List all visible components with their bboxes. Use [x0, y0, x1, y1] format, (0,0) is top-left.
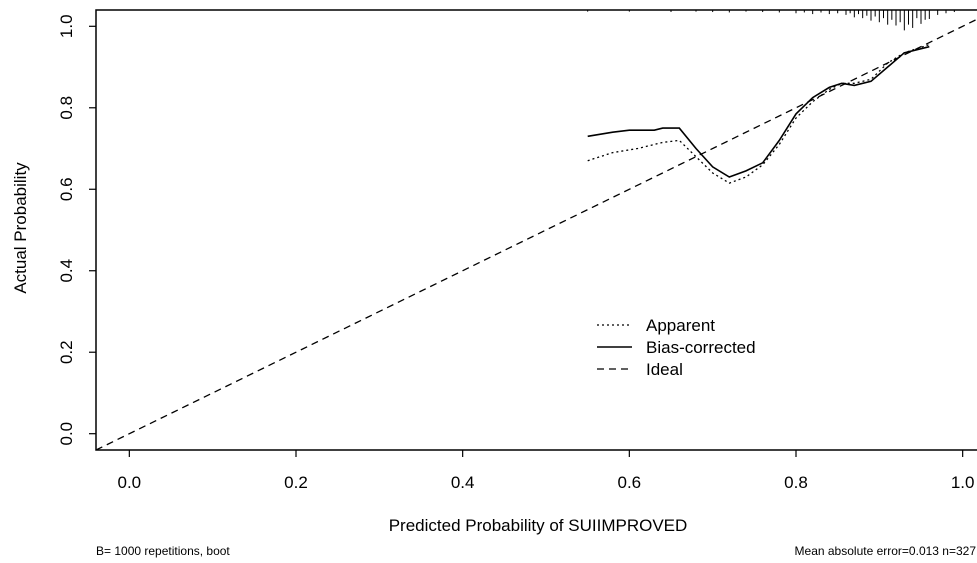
y-axis-title: Actual Probability [11, 162, 30, 294]
x-axis-title: Predicted Probability of SUIIMPROVED [389, 516, 688, 535]
y-tick-label: 1.0 [57, 14, 76, 38]
legend: Apparent Bias-corrected Ideal [597, 316, 756, 379]
y-tick-label: 0.4 [57, 259, 76, 283]
x-tick-label: 0.6 [618, 473, 642, 492]
y-tick-label: 0.8 [57, 96, 76, 120]
y-tick-label: 0.6 [57, 177, 76, 201]
y-tick-label: 0.0 [57, 422, 76, 446]
series-line-bias-corrected [587, 45, 930, 178]
footnote-left: B= 1000 repetitions, boot [96, 544, 230, 558]
x-tick-label: 0.2 [284, 473, 308, 492]
legend-label: Ideal [646, 360, 683, 379]
plot-frame [95, 9, 977, 451]
footnote-right: Mean absolute error=0.013 n=327 [795, 544, 977, 558]
series-lines [96, 18, 977, 450]
legend-label: Apparent [646, 316, 715, 335]
x-tick-label: 0.8 [784, 473, 808, 492]
rug-marks [587, 10, 955, 31]
series-line-ideal [96, 18, 977, 450]
y-tick-label: 0.2 [57, 340, 76, 364]
y-axis: 0.0 0.2 0.4 0.6 0.8 1.0 [57, 14, 96, 446]
x-tick-label: 0.0 [118, 473, 142, 492]
x-axis: 0.0 0.2 0.4 0.6 0.8 1.0 [118, 450, 975, 492]
x-tick-label: 1.0 [951, 473, 975, 492]
series-line-apparent [587, 43, 930, 184]
x-tick-label: 0.4 [451, 473, 475, 492]
legend-label: Bias-corrected [646, 338, 756, 357]
